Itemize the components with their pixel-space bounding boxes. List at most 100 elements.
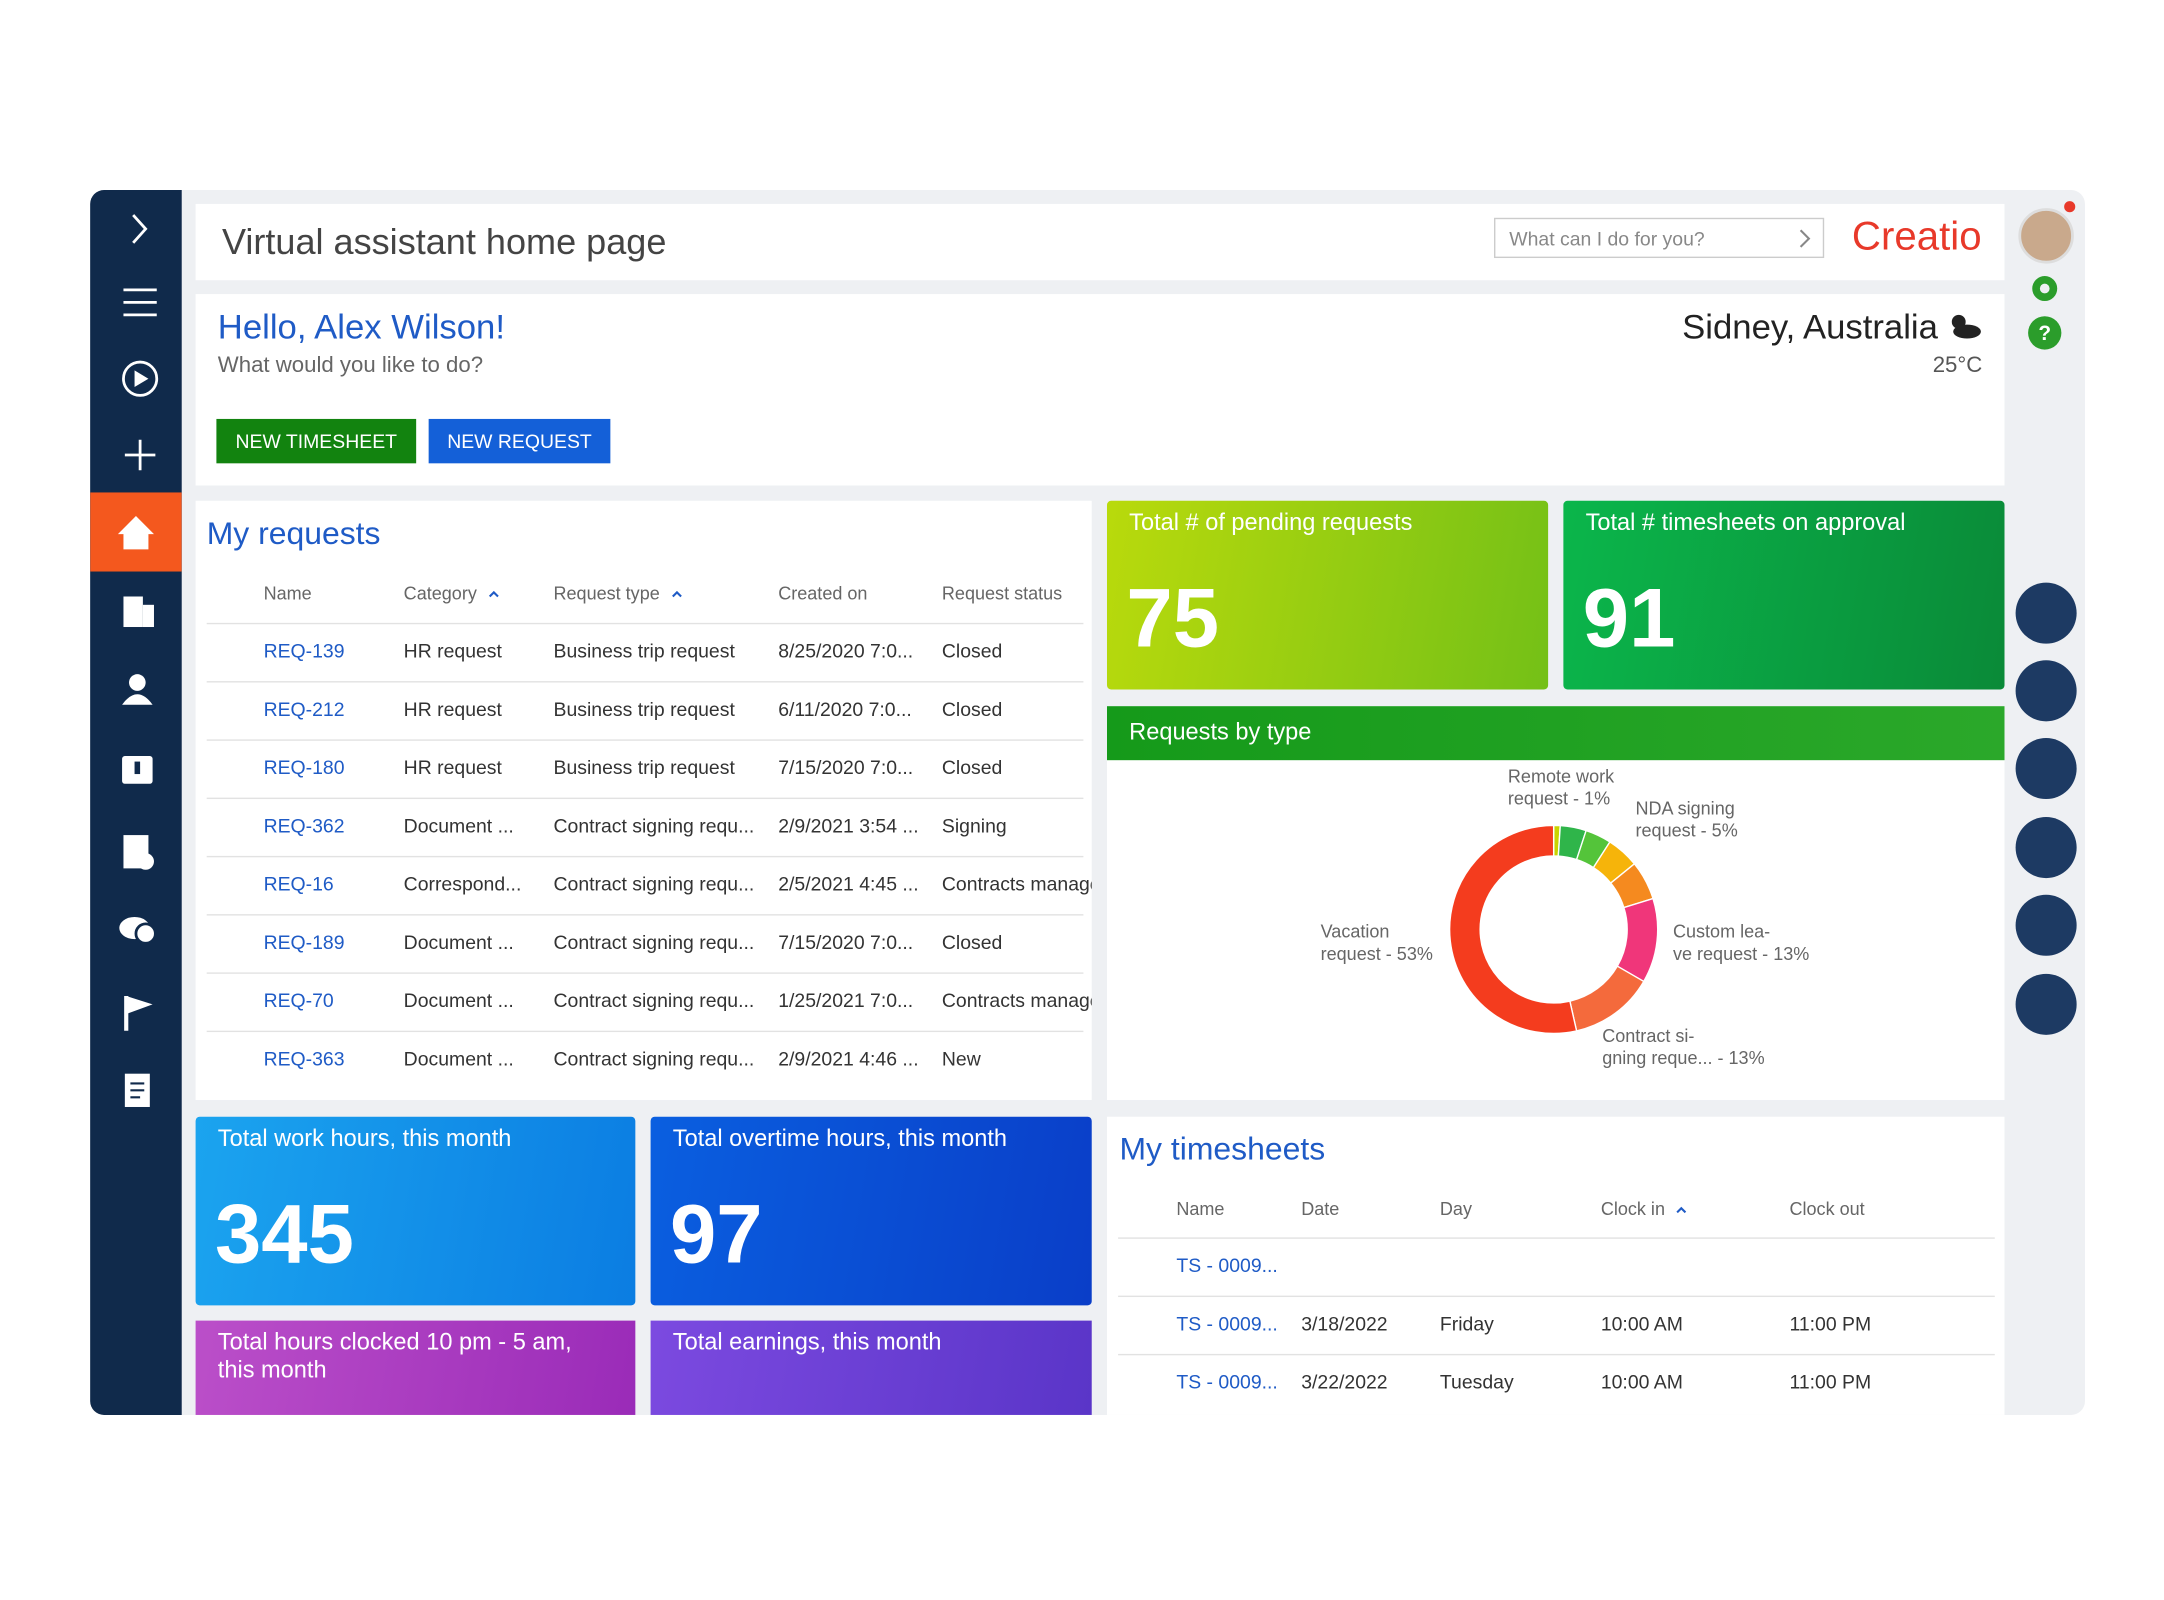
kpi-title: Total overtime hours, this month bbox=[672, 1125, 1008, 1152]
donut-slice[interactable] bbox=[1569, 965, 1645, 1032]
row-separator bbox=[206, 681, 1084, 683]
table-cell: 2/5/2021 4:45 ... bbox=[778, 872, 919, 895]
kpi-tile: Total hours clocked 10 pm - 5 am, this m… bbox=[195, 1320, 636, 1415]
row-separator bbox=[206, 622, 1084, 625]
column-header[interactable]: Clock in bbox=[1600, 1198, 1665, 1220]
table-cell: 8/25/2020 7:0... bbox=[778, 639, 914, 662]
new-request-button[interactable]: NEW REQUEST bbox=[428, 418, 611, 464]
kpi-title: Total # timesheets on approval bbox=[1585, 509, 1906, 536]
tasks-button[interactable] bbox=[2015, 973, 2077, 1035]
record-link[interactable]: TS - 0009... bbox=[1176, 1370, 1278, 1393]
table-cell: Contract signing requ... bbox=[553, 872, 755, 895]
search-arrow bbox=[1799, 229, 1811, 248]
table-cell: Contract signing requ... bbox=[553, 930, 755, 954]
weather-icon bbox=[1951, 314, 1981, 339]
table-cell: 6/11/2020 7:0... bbox=[778, 697, 912, 720]
column-header[interactable]: Day bbox=[1439, 1198, 1472, 1220]
table-cell: Contract signing requ... bbox=[553, 989, 755, 1012]
kpi-tile: Total # of pending requests 75 bbox=[1106, 500, 1549, 690]
table-cell: Document ... bbox=[403, 930, 514, 954]
table-cell: 2/9/2021 3:54 ... bbox=[778, 814, 919, 837]
table-cell: Document ... bbox=[403, 1047, 514, 1070]
chart-title: Requests by type bbox=[1129, 718, 1312, 745]
table-cell: Contracts management bbox=[941, 872, 1092, 895]
chart-header bbox=[1106, 706, 2005, 761]
phone-button[interactable] bbox=[2015, 582, 2077, 644]
record-link[interactable]: REQ-362 bbox=[263, 814, 345, 837]
data-label: Custom lea- ve request - 13% bbox=[1672, 921, 1810, 965]
table-cell: 3/22/2022 bbox=[1301, 1370, 1388, 1393]
data-label: Vacation request - 53% bbox=[1320, 921, 1433, 965]
chat-button[interactable] bbox=[2015, 737, 2077, 800]
column-header[interactable]: Created on bbox=[778, 582, 868, 604]
avatar[interactable] bbox=[2018, 208, 2074, 264]
header-bar: Virtual assistant home page What can I d… bbox=[195, 203, 2005, 281]
column-header[interactable]: Request status bbox=[941, 582, 1063, 604]
column-header[interactable]: Date bbox=[1301, 1198, 1340, 1220]
search-placeholder: What can I do for you? bbox=[1509, 227, 1705, 250]
table-cell: HR request bbox=[403, 697, 502, 720]
sort-icon bbox=[488, 590, 499, 598]
donut-slice[interactable] bbox=[1448, 824, 1578, 1035]
requests-title: My requests bbox=[206, 514, 381, 551]
table-cell: Contracts management bbox=[941, 989, 1092, 1012]
column-header[interactable]: Name bbox=[263, 582, 312, 604]
row-separator bbox=[1118, 1237, 1995, 1239]
table-cell: HR request bbox=[403, 756, 502, 779]
record-link[interactable]: REQ-212 bbox=[263, 697, 345, 720]
sort-icon bbox=[1676, 1206, 1687, 1214]
record-link[interactable]: REQ-180 bbox=[263, 756, 345, 779]
record-link[interactable]: TS - 0009... bbox=[1176, 1312, 1278, 1335]
kpi-title: Total work hours, this month bbox=[217, 1125, 512, 1152]
table-cell: Signing bbox=[941, 814, 1007, 837]
svg-text:?: ? bbox=[2038, 322, 2051, 345]
messages-button[interactable] bbox=[2015, 817, 2077, 879]
logo: Creatio bbox=[1851, 215, 1982, 260]
temperature: 25°C bbox=[1932, 353, 1983, 378]
table-cell: Contract signing requ... bbox=[553, 814, 755, 837]
column-header[interactable]: Request type bbox=[553, 582, 660, 604]
row-separator bbox=[206, 855, 1084, 858]
donut-chart bbox=[1448, 824, 1659, 1035]
new-timesheet-button[interactable]: NEW TIMESHEET bbox=[216, 418, 417, 464]
data-label: Remote work request - 1% bbox=[1507, 765, 1615, 809]
greeting-subtitle: What would you like to do? bbox=[217, 353, 484, 378]
table-cell: 10:00 AM bbox=[1600, 1370, 1683, 1393]
table-cell: Closed bbox=[941, 697, 1003, 720]
record-link[interactable]: REQ-363 bbox=[263, 1047, 345, 1070]
table-cell: 2/9/2021 4:46 ... bbox=[778, 1047, 919, 1070]
greeting-title: Hello, Alex Wilson! bbox=[217, 307, 505, 347]
table-cell: 11:00 PM bbox=[1789, 1312, 1872, 1335]
column-header[interactable]: Category bbox=[403, 582, 477, 604]
record-link[interactable]: REQ-70 bbox=[263, 989, 334, 1012]
kpi-title: Total earnings, this month bbox=[672, 1328, 942, 1356]
row-separator bbox=[206, 739, 1084, 741]
requests-card: My requests Name Category Request type Crea… bbox=[195, 500, 1092, 1101]
table-cell: 7/15/2020 7:0... bbox=[778, 930, 914, 954]
column-header[interactable]: Name bbox=[1176, 1198, 1225, 1220]
record-link[interactable]: REQ-16 bbox=[263, 872, 334, 895]
notifications-button[interactable] bbox=[2015, 894, 2077, 956]
kpi-value: 345 bbox=[215, 1187, 354, 1281]
row-separator bbox=[206, 1030, 1084, 1033]
timesheets-card: My timesheets Name Date Day Clock in Clock o… bbox=[1106, 1116, 2005, 1415]
table-cell: Closed bbox=[941, 756, 1003, 779]
column-header[interactable]: Clock out bbox=[1789, 1198, 1865, 1220]
table-cell: Friday bbox=[1439, 1312, 1494, 1335]
email-button[interactable] bbox=[2015, 660, 2077, 722]
search-box[interactable]: What can I do for you? bbox=[1494, 217, 1825, 259]
timesheets-title: My timesheets bbox=[1119, 1130, 1326, 1167]
record-link[interactable]: TS - 0009... bbox=[1176, 1254, 1278, 1277]
kpi-tile: Total overtime hours, this month 97 bbox=[650, 1116, 1092, 1306]
notification-dot bbox=[2064, 201, 2076, 213]
kpi-tile: Total earnings, this month bbox=[650, 1320, 1092, 1415]
kpi-title: Total # of pending requests bbox=[1129, 509, 1413, 536]
record-link[interactable]: REQ-139 bbox=[263, 639, 345, 662]
sort-icon bbox=[672, 590, 682, 598]
table-cell: 1/25/2021 7:0... bbox=[778, 989, 914, 1012]
record-link[interactable]: REQ-189 bbox=[263, 930, 345, 954]
table-cell: Contract signing requ... bbox=[553, 1047, 755, 1070]
table-cell: Closed bbox=[941, 639, 1003, 662]
table-cell: Business trip request bbox=[553, 697, 735, 720]
table-cell: Business trip request bbox=[553, 756, 735, 779]
